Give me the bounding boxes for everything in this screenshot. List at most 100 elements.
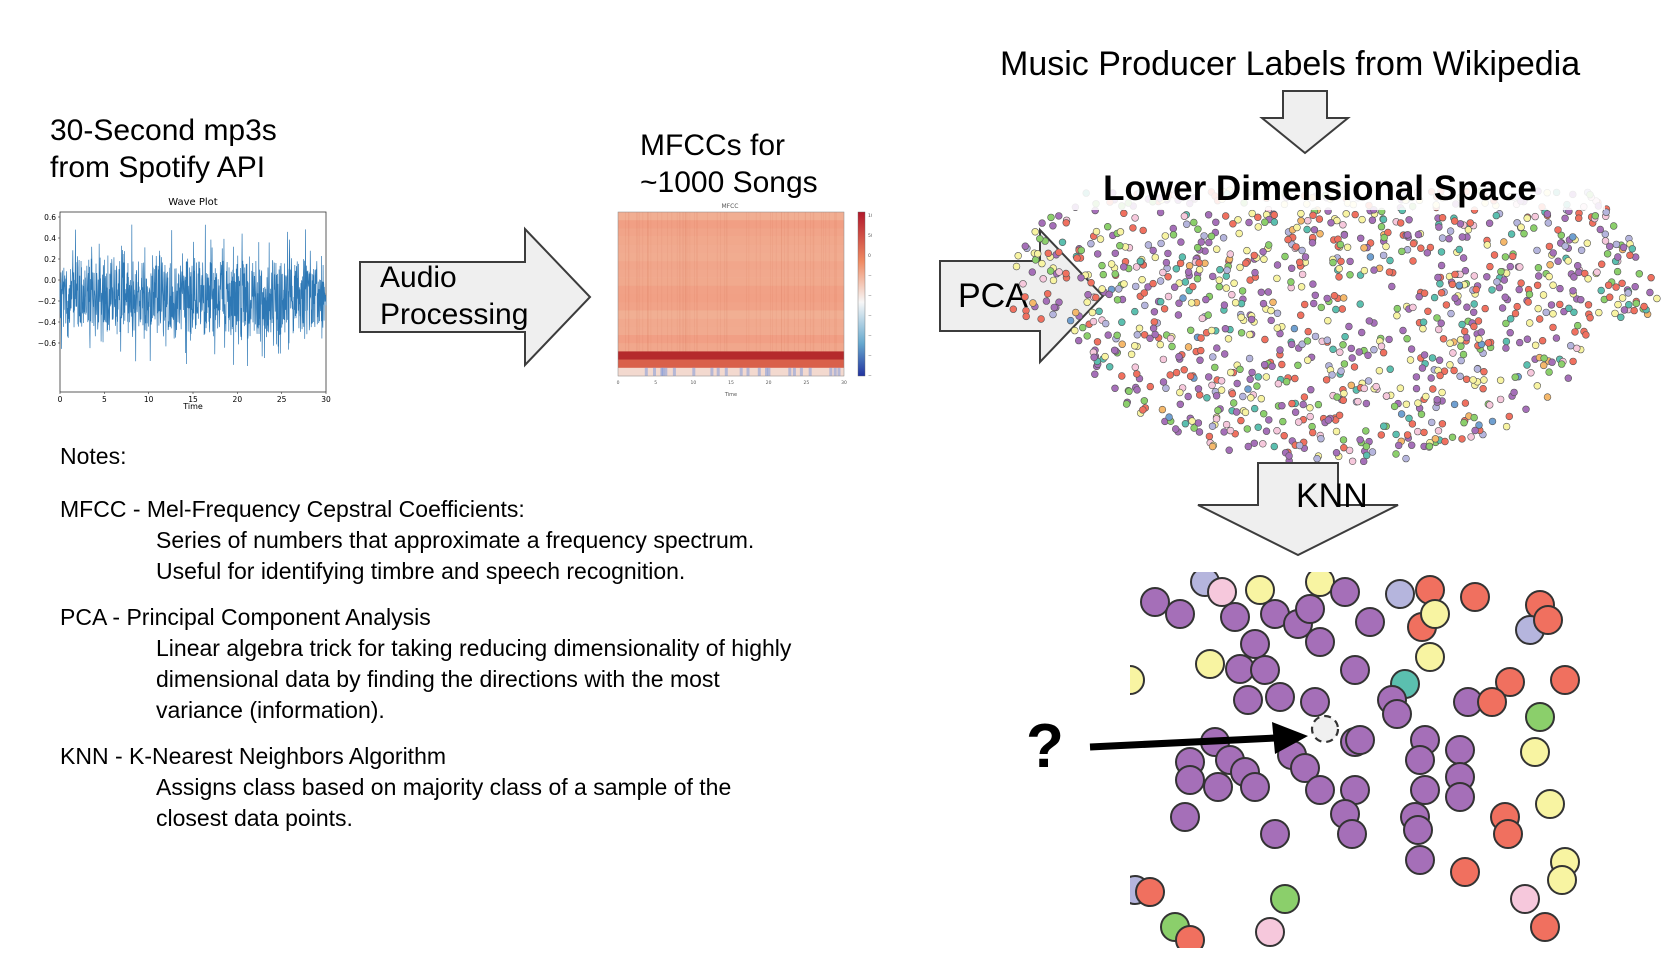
scatter-point (1193, 243, 1202, 252)
scatter-point (1101, 352, 1109, 361)
scatter-point (1450, 366, 1458, 375)
scatter-point (1419, 325, 1427, 333)
scatter-point (1049, 310, 1057, 319)
scatter-point (1212, 415, 1221, 423)
scatter-point (1136, 257, 1145, 266)
scatter-point (1236, 263, 1244, 272)
scatter-point (1259, 440, 1267, 448)
notes-section: Notes: MFCC - Mel-Frequency Cepstral Coe… (60, 441, 791, 849)
scatter-point (1345, 322, 1353, 331)
scatter-point (1273, 274, 1281, 283)
scatter-point (1099, 270, 1108, 279)
scatter-point (1049, 276, 1058, 285)
knn-point (1415, 642, 1445, 672)
scatter-point (1498, 304, 1507, 312)
scatter-point (1522, 405, 1530, 413)
scatter-point (1469, 376, 1477, 384)
scatter-point (1507, 315, 1515, 323)
scatter-point (1614, 300, 1622, 309)
scatter-point (1379, 251, 1388, 260)
scatter-point (1561, 242, 1569, 250)
scatter-point (1151, 253, 1160, 262)
scatter-point (1089, 317, 1098, 326)
scatter-point (1237, 329, 1246, 337)
scatter-point (1500, 238, 1508, 246)
scatter-point (1311, 332, 1320, 341)
knn-point (1520, 737, 1550, 767)
scatter-point (1308, 239, 1317, 247)
scatter-point (1304, 356, 1312, 364)
scatter-point (1493, 278, 1501, 286)
scatter-point (1050, 303, 1058, 312)
scatter-point (1556, 284, 1564, 293)
knn-arrow-label: KNN (1296, 477, 1368, 515)
scatter-point (1160, 305, 1169, 313)
scatter-point (1403, 335, 1411, 343)
scatter-point (1282, 378, 1291, 386)
scatter-point (1098, 285, 1106, 293)
mfcc-caption: MFCCs for ~1000 Songs (640, 127, 818, 201)
mfcc-colorbar-tick: 100 (868, 213, 872, 219)
knn-point (1220, 602, 1250, 632)
scatter-point (1571, 328, 1579, 336)
scatter-point (1171, 283, 1179, 291)
scatter-point (1573, 344, 1581, 353)
scatter-point (1451, 270, 1459, 279)
scatter-point (1208, 442, 1217, 451)
scatter-point (1219, 234, 1228, 242)
scatter-point (1470, 308, 1478, 317)
scatter-point (1337, 257, 1345, 266)
scatter-point (1116, 241, 1124, 250)
scatter-title: Lower Dimensional Space (1035, 168, 1605, 210)
note-term: PCA - Principal Component Analysis (60, 604, 431, 630)
scatter-point (1490, 251, 1499, 259)
scatter-point (1043, 290, 1052, 298)
scatter-point (1110, 346, 1119, 355)
scatter-point (1554, 226, 1562, 234)
scatter-point (1276, 346, 1284, 354)
scatter-point (1189, 282, 1197, 291)
wave-y-tick: 0.6 (44, 213, 56, 222)
scatter-point (1225, 446, 1233, 454)
scatter-point (1457, 342, 1465, 351)
source-caption-line2: from Spotify API (50, 151, 266, 184)
scatter-point (1203, 394, 1211, 402)
scatter-point (1533, 246, 1541, 255)
scatter-point (1222, 284, 1231, 292)
scatter-point (1139, 226, 1147, 235)
scatter-point (1164, 249, 1172, 258)
scatter-point (1105, 363, 1114, 371)
scatter-point (1151, 330, 1159, 339)
scatter-point (1062, 219, 1070, 227)
scatter-point (1172, 368, 1181, 377)
knn-point (1175, 925, 1205, 948)
mfcc-x-tick: 25 (803, 380, 809, 386)
knn-query-point (1310, 714, 1340, 744)
scatter-point (1496, 395, 1505, 404)
scatter-point (1366, 253, 1375, 261)
scatter-point (1083, 332, 1091, 340)
scatter-point (1392, 450, 1400, 458)
knn-point (1233, 685, 1263, 715)
scatter-point (1552, 334, 1561, 342)
scatter-point (1213, 344, 1221, 352)
scatter-point (1619, 243, 1628, 252)
scatter-point (1447, 309, 1455, 318)
scatter-point (1402, 454, 1410, 463)
knn-point (1195, 649, 1225, 679)
scatter-point (1510, 388, 1518, 397)
scatter-point (1298, 246, 1306, 255)
scatter-point (1542, 308, 1550, 317)
scatter-point (1384, 228, 1392, 237)
scatter-point (1470, 272, 1478, 280)
scatter-point (1251, 404, 1259, 413)
scatter-point (1398, 247, 1406, 256)
scatter-point (1382, 242, 1390, 251)
scatter-point (1127, 350, 1136, 359)
scatter-point (1101, 319, 1110, 328)
scatter-point (1354, 397, 1362, 406)
scatter-point (1324, 317, 1332, 325)
scatter-point (1357, 234, 1365, 243)
scatter-point (1477, 328, 1485, 336)
scatter-point (1295, 441, 1304, 450)
